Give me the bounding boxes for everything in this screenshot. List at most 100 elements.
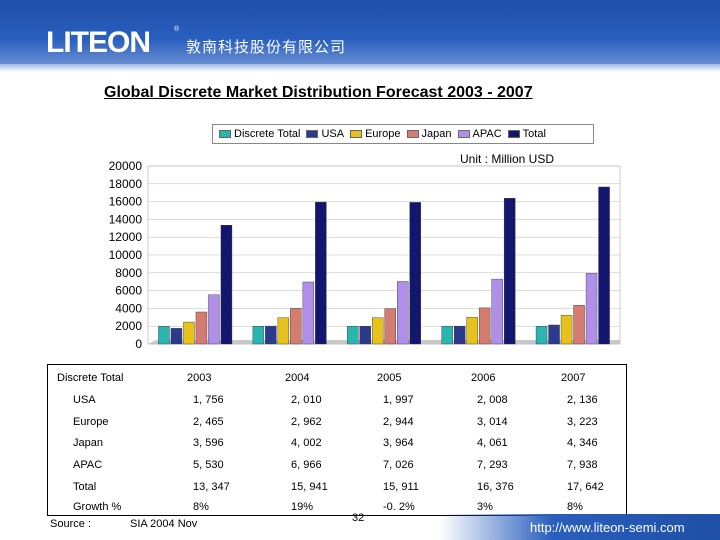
table-cell: 4, 002 [291, 437, 322, 449]
legend-swatch [219, 130, 231, 138]
table-cell: 1, 756 [193, 394, 224, 406]
y-tick-label: 18000 [109, 177, 143, 191]
legend-label: APAC [472, 128, 502, 140]
table-cell: 3, 964 [383, 437, 414, 449]
bar [277, 317, 290, 345]
bar [302, 281, 315, 345]
table-cell: 2, 465 [193, 416, 224, 428]
y-tick-label: 12000 [109, 230, 143, 244]
table-cell: 8% [193, 501, 209, 513]
chart-legend: Discrete Total USA Europe Japan APAC Tot… [212, 124, 594, 144]
table-cell: 16, 376 [477, 481, 514, 493]
bar [170, 328, 183, 345]
table-cell: 7, 293 [477, 459, 508, 471]
table-cell: 3, 014 [477, 416, 508, 428]
table-header-cell: 2003 [187, 372, 212, 384]
unit-label: Unit : Million USD [460, 152, 555, 166]
bar [220, 225, 233, 345]
table-cell: 3, 596 [193, 437, 224, 449]
bar [585, 273, 598, 345]
table-cell: 7, 938 [567, 459, 598, 471]
header-banner [0, 0, 720, 72]
legend-item: Europe [350, 128, 401, 140]
table-cell: 3, 223 [567, 416, 598, 428]
table-row: Total 13, 347 15, 941 15, 911 16, 376 17, 642 [47, 477, 627, 499]
logo-registered-mark: ® [174, 26, 180, 33]
table-cell: 19% [291, 501, 314, 513]
table-cell: APAC [73, 459, 103, 471]
legend-label: Europe [365, 128, 401, 140]
footer-banner [440, 514, 720, 540]
table-cell: 8% [567, 501, 583, 513]
bar [441, 325, 453, 345]
table-cell: 15, 941 [291, 481, 328, 493]
table-cell: 13, 347 [193, 481, 230, 493]
table-cell: 5, 530 [193, 459, 224, 471]
table-cell: 3% [477, 501, 493, 513]
bar [409, 202, 421, 345]
bar [315, 201, 327, 345]
bar [503, 198, 516, 345]
table-row: USA 1, 756 2, 010 1, 997 2, 008 2, 136 [47, 390, 627, 412]
bar [265, 325, 277, 345]
table-row: Europe 2, 465 2, 962 2, 944 3, 014 3, 223 [47, 412, 627, 434]
table-header-row: Discrete Total 2003 2004 2005 2006 2007 [47, 368, 627, 390]
bar [397, 281, 409, 345]
table-cell: 6, 966 [291, 459, 322, 471]
table-cell: 4, 346 [567, 437, 598, 449]
bar [573, 305, 585, 345]
bar [252, 325, 265, 345]
source-label: Source : [50, 518, 91, 530]
bar [372, 317, 384, 345]
y-tick-label: 10000 [109, 248, 143, 262]
table-row: Japan 3, 596 4, 002 3, 964 4, 061 4, 346 [47, 433, 627, 455]
bar [548, 324, 560, 345]
y-tick-label: 2000 [115, 319, 142, 333]
header-fade [0, 64, 720, 72]
bar [208, 294, 220, 345]
table-cell: 1, 997 [383, 394, 414, 406]
table-cell: 15, 911 [383, 481, 419, 493]
bar [560, 315, 573, 345]
y-tick-label: 14000 [109, 212, 143, 226]
company-name: 敦南科技股份有限公司 [186, 38, 347, 56]
data-table [47, 364, 627, 516]
table-cell: 7, 026 [383, 459, 414, 471]
y-tick-label: 6000 [115, 284, 142, 298]
table-header-cell: 2007 [561, 372, 586, 384]
bar [347, 325, 359, 345]
bar [384, 308, 396, 345]
table-header-cell: 2004 [285, 372, 310, 384]
bar [535, 325, 548, 345]
legend-label: Japan [421, 128, 452, 140]
bar [491, 278, 503, 345]
legend-item: APAC [457, 128, 502, 140]
website-link[interactable]: http://www.liteon-semi.com [530, 520, 685, 535]
bar [195, 311, 208, 345]
legend-label: USA [321, 128, 345, 140]
legend-item: Total [507, 128, 546, 140]
table-cell: USA [73, 394, 96, 406]
legend-swatch [457, 130, 470, 138]
legend-swatch [406, 130, 419, 138]
bar [478, 307, 491, 345]
table-cell: 2, 010 [291, 394, 322, 406]
table-cell: -0. 2% [383, 501, 415, 513]
legend-item: Discrete Total [219, 128, 300, 140]
table-cell: 4, 061 [477, 437, 508, 449]
source-value: SIA 2004 Nov [130, 518, 198, 530]
company-logo: LITEON [46, 26, 151, 59]
bar [183, 321, 195, 345]
table-cell: 2, 136 [567, 394, 598, 406]
bar [290, 308, 302, 345]
legend-item: Japan [406, 128, 452, 140]
bar [453, 325, 466, 345]
legend-label: Total [522, 128, 546, 140]
y-tick-label: 8000 [115, 266, 142, 280]
legend-swatch [350, 130, 363, 138]
table-cell: Growth % [73, 501, 122, 513]
table-cell: Europe [73, 416, 109, 428]
legend-swatch [507, 130, 520, 138]
y-tick-label: 16000 [109, 195, 143, 209]
table-row: Growth % 8% 19% -0. 2% 3% 8% [47, 497, 627, 519]
